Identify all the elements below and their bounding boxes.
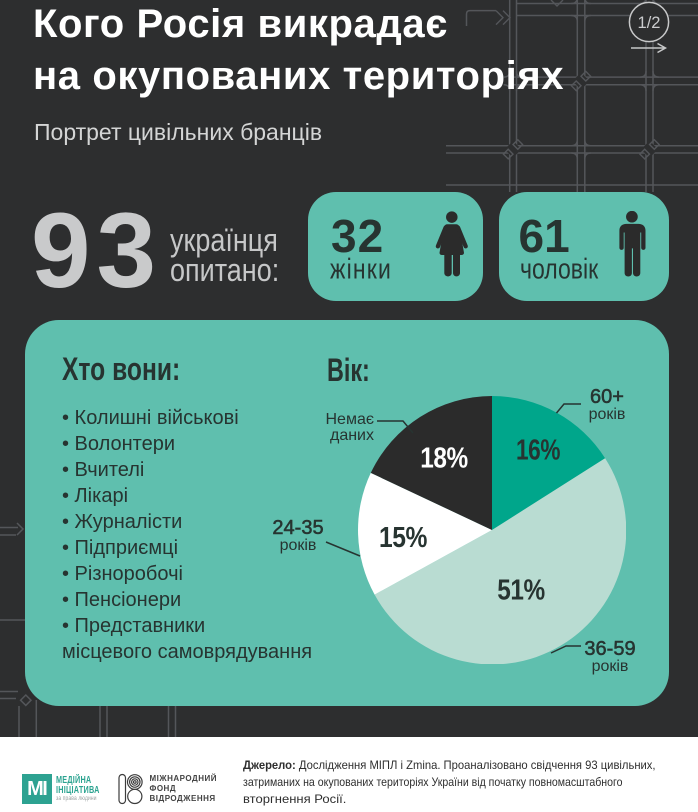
svg-text:16%: 16% xyxy=(516,435,561,467)
svg-text:51%: 51% xyxy=(497,575,545,607)
svg-text:15%: 15% xyxy=(379,522,428,554)
svg-text:1/2: 1/2 xyxy=(638,14,661,32)
svg-text:18%: 18% xyxy=(420,443,468,475)
